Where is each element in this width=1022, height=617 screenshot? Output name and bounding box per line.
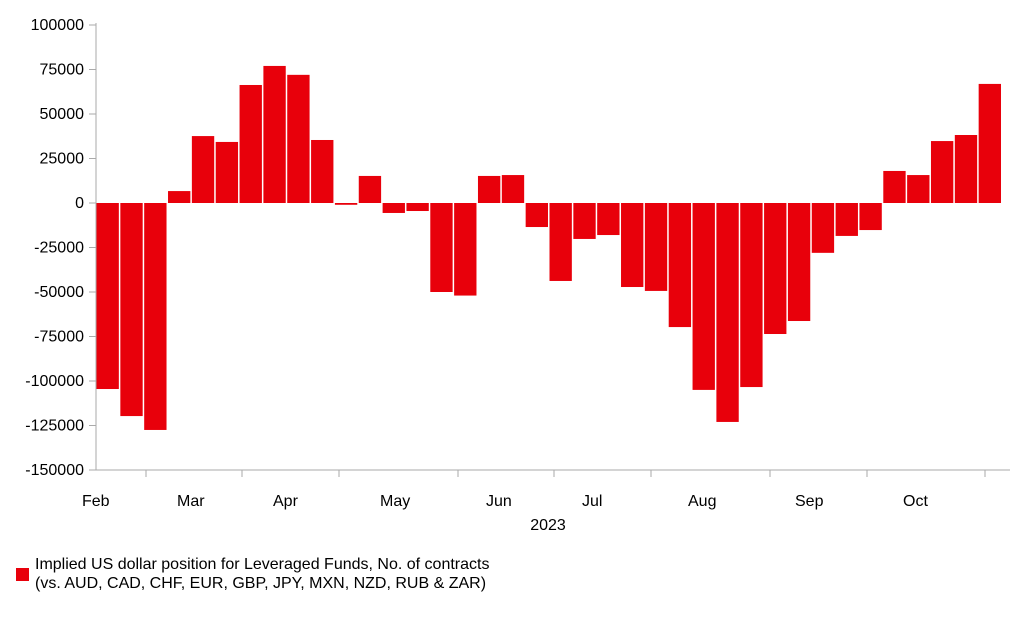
bar [549,203,572,281]
legend-line-1: Implied US dollar position for Leveraged… [35,556,490,573]
bar [168,191,191,203]
bar [501,175,525,203]
bar [263,65,286,203]
x-tick-label: Apr [273,493,299,510]
y-tick-label: -75000 [34,329,84,346]
x-tick-label: Oct [903,493,928,510]
bar [621,203,644,288]
bar [859,203,882,231]
y-tick-label: -125000 [25,418,84,435]
bar [644,203,668,291]
x-tick-label: Feb [82,493,110,510]
bar [96,203,119,390]
bar [835,203,858,236]
bar [883,170,906,203]
y-tick-label: 75000 [40,62,85,79]
y-tick-label: -150000 [25,462,84,479]
y-tick-label: 0 [75,195,84,212]
bar [358,175,382,203]
bar [334,203,358,205]
x-tick-label: Sep [795,493,824,510]
bar [215,141,239,203]
bar [740,203,763,388]
bar [787,203,811,322]
bar [144,203,167,430]
bar [668,203,692,328]
y-tick-label: -50000 [34,284,84,301]
bar [811,203,835,253]
bar-chart: 100000 75000 50000 25000 0 -25000 -50000 -75000… [25,17,1010,534]
legend-swatch [16,567,29,581]
y-tick-label: 25000 [40,151,85,168]
x-tick-label: Jul [582,493,602,510]
bar [573,203,596,239]
bar [978,83,1001,203]
x-tick-label: Jun [486,493,512,510]
bar [930,141,954,203]
bar [311,139,334,203]
bar [954,135,978,203]
legend-line-2: (vs. AUD, CAD, CHF, EUR, GBP, JPY, MXN, … [35,575,487,592]
bar [692,203,715,390]
legend: Implied US dollar position for Leveraged… [16,555,489,593]
bar [716,203,739,422]
bar [477,175,501,203]
bar [764,203,787,335]
y-tick-label: -100000 [25,373,84,390]
bar [597,203,620,236]
bar [907,175,930,203]
y-tick-label: 50000 [40,106,85,123]
bar [454,203,477,296]
x-axis-title: 2023 [530,517,566,534]
bar [191,136,215,203]
x-tick-label: May [380,493,410,510]
bar [406,203,429,212]
bar [430,203,453,292]
x-tick-label: Mar [177,493,205,510]
bar [382,203,405,213]
y-tick-label: 100000 [31,17,84,34]
y-tick-label: -25000 [34,240,84,257]
bar [287,74,310,203]
bar [239,84,262,203]
bar [525,203,548,228]
x-tick-label: Aug [688,493,716,510]
bar [120,203,143,417]
